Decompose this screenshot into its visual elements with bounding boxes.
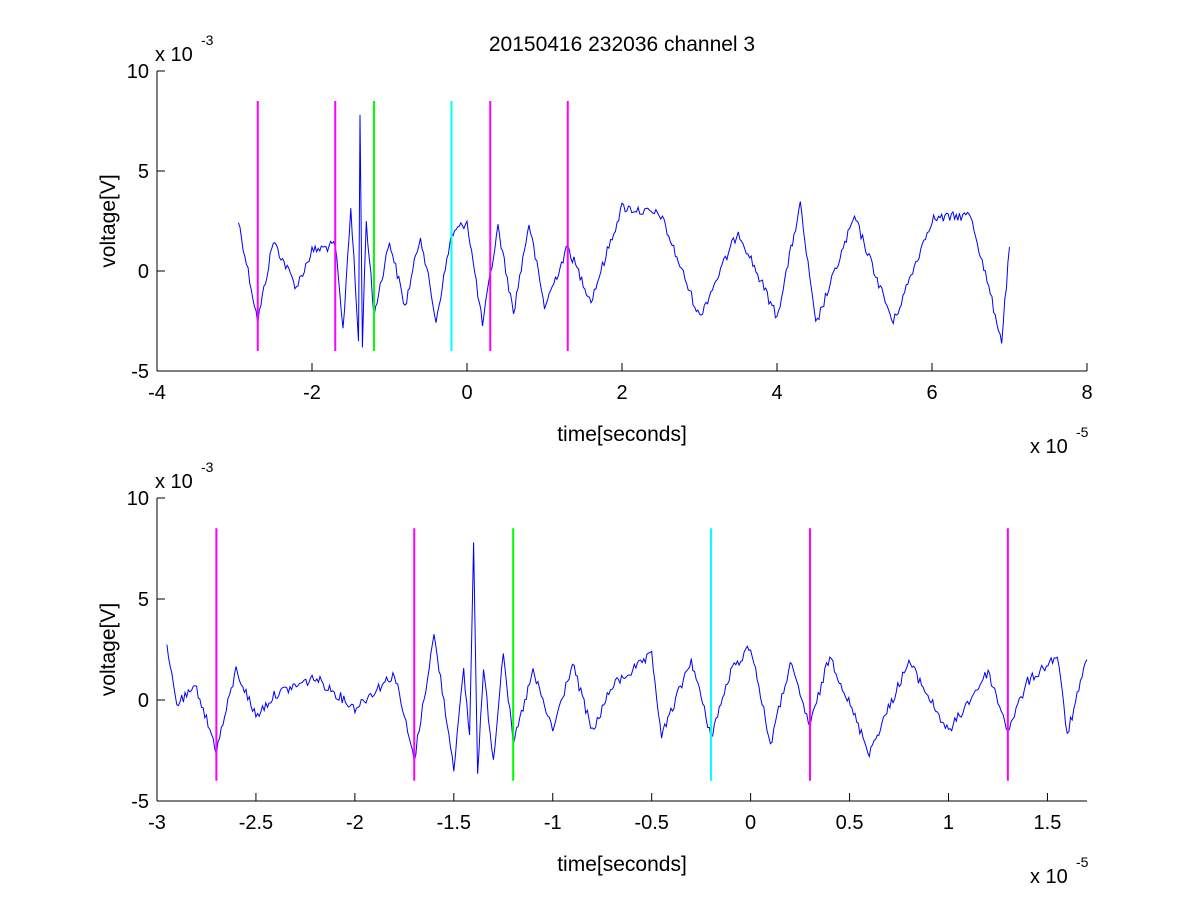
chart-1: -4 -2 0 2 4 6 8 -5 0 5 10 x 10 -3 x 10 -5 time[seconds]… (97, 32, 1093, 458)
y-multiplier: x 10 (155, 44, 193, 66)
signal-waveform (166, 542, 1088, 774)
x-tick-label: 0 (461, 382, 472, 404)
y-tick-label: -5 (131, 791, 149, 813)
y-tick-label: 5 (138, 589, 149, 611)
x-axis-label: time[seconds] (557, 853, 687, 876)
x-tick-label: 1.5 (1034, 812, 1062, 834)
x-multiplier-exponent: -5 (1076, 854, 1089, 870)
y-tick-label: 0 (138, 690, 149, 712)
x-tick-label: 8 (1081, 382, 1092, 404)
x-tick-label: -2.5 (239, 812, 273, 834)
x-tick-label: -2 (346, 812, 364, 834)
chart-2: -3 -2.5 -2 -1.5 -1 -0.5 0 0.5 1 1.5 -5 0 5 10 x 10 -3 x … (97, 459, 1089, 888)
y-tick-label: -5 (131, 361, 149, 383)
x-tick-label: -1 (544, 812, 562, 834)
chart-title: 20150416 232036 channel 3 (489, 33, 755, 56)
x-tick-label: 0.5 (836, 812, 864, 834)
x-multiplier: x 10 (1030, 436, 1068, 458)
x-tick-label: 4 (771, 382, 782, 404)
y-tick-label: 10 (127, 488, 149, 510)
x-tick-label: 6 (926, 382, 937, 404)
y-multiplier-exponent: -3 (201, 32, 214, 48)
x-tick-label: 2 (616, 382, 627, 404)
x-tick-label: 1 (943, 812, 954, 834)
y-tick-label: 5 (138, 161, 149, 183)
y-multiplier-exponent: -3 (201, 459, 214, 475)
y-tick-label: 0 (138, 261, 149, 283)
y-axis-label: voltage[V] (97, 174, 120, 267)
y-tick-label: 10 (127, 61, 149, 83)
signal-waveform (237, 114, 1010, 348)
x-tick-label: 0 (745, 812, 756, 834)
y-multiplier: x 10 (155, 471, 193, 493)
x-tick-label: -3 (148, 812, 166, 834)
x-tick-label: -1.5 (437, 812, 471, 834)
x-tick-label: -4 (148, 382, 166, 404)
y-axis-label: voltage[V] (97, 603, 120, 696)
x-multiplier: x 10 (1030, 866, 1068, 888)
x-axis-label: time[seconds] (557, 423, 687, 446)
x-tick-label: -2 (303, 382, 321, 404)
x-tick-label: -0.5 (634, 812, 668, 834)
x-multiplier-exponent: -5 (1076, 424, 1089, 440)
